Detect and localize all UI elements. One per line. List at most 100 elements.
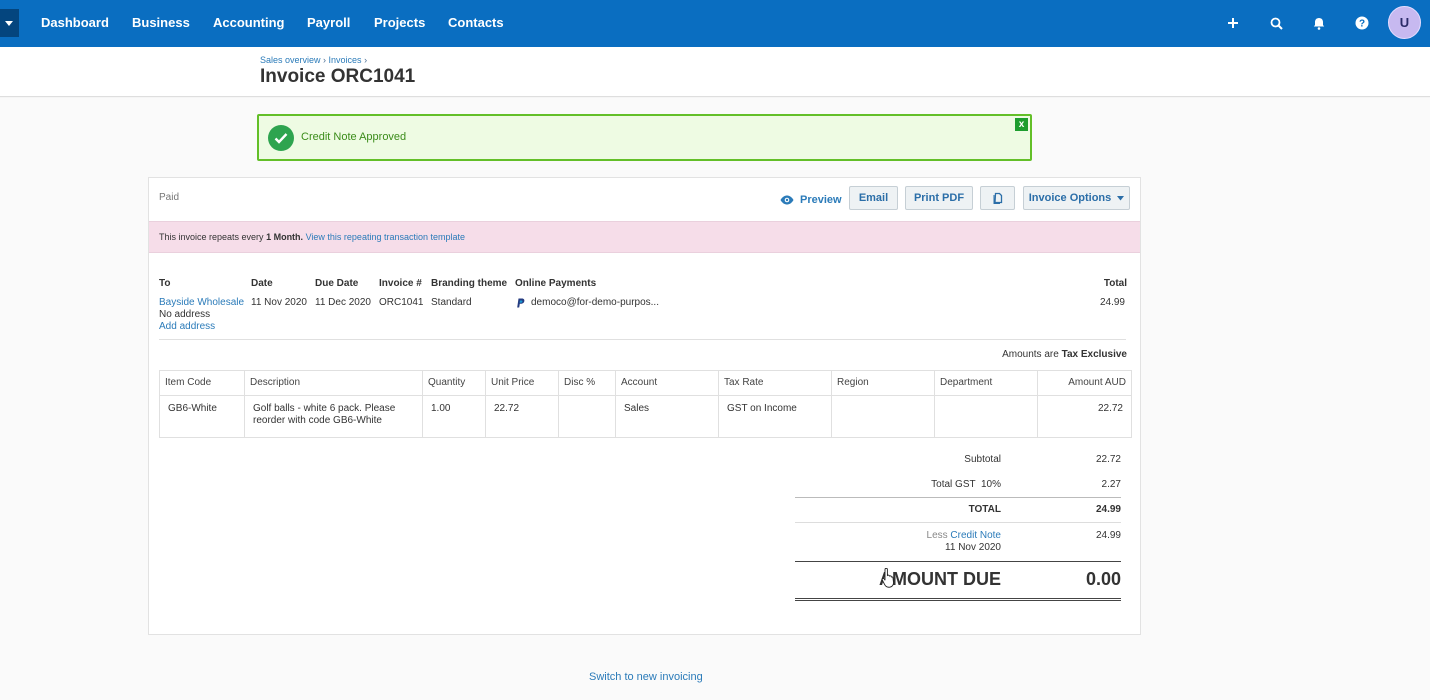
top-nav: Dashboard Business Accounting Payroll Pr… (0, 0, 1430, 47)
payments-account: democo@for-demo-purpos... (531, 297, 659, 308)
subtotal-label: Subtotal (964, 454, 1001, 465)
preview-label: Preview (800, 194, 842, 206)
check-circle-icon (268, 125, 294, 151)
line-items-table: Item Code Description Quantity Unit Pric… (159, 370, 1132, 438)
email-button[interactable]: Email (849, 186, 898, 210)
breadcrumb-sales-overview[interactable]: Sales overview (260, 55, 321, 65)
col-tax-rate: Tax Rate (718, 370, 832, 396)
close-alert-icon[interactable]: x (1015, 118, 1028, 131)
totals-divider (795, 561, 1121, 562)
repeat-info-bar: This invoice repeats every 1 Month. View… (149, 221, 1140, 253)
paypal-icon (517, 298, 525, 307)
credit-note-link[interactable]: Credit Note (950, 530, 1001, 541)
nav-payroll[interactable]: Payroll (307, 15, 351, 30)
amount-due-value: 0.00 (1085, 569, 1121, 589)
menu-toggle-button[interactable] (0, 9, 19, 37)
search-icon[interactable] (1266, 13, 1286, 33)
print-pdf-button[interactable]: Print PDF (905, 186, 973, 210)
branding-theme: Standard (431, 297, 472, 308)
hand-cursor-icon (881, 568, 894, 588)
to-label: To (159, 278, 171, 289)
amounts-note-value: Tax Exclusive (1061, 349, 1127, 360)
repeat-text: This invoice repeats every (159, 232, 264, 242)
help-icon[interactable]: ? (1352, 13, 1372, 33)
repeat-template-link[interactable]: View this repeating transaction template (305, 232, 466, 242)
page-header: Sales overview › Invoices › Invoice ORC1… (0, 47, 1430, 97)
preview-button[interactable]: Preview (780, 191, 842, 209)
amounts-tax-note: Amounts are Tax Exclusive (1002, 349, 1127, 360)
gst-value: 2.27 (1101, 479, 1121, 490)
totals-divider (795, 522, 1121, 523)
amounts-note-prefix: Amounts are (1002, 349, 1059, 360)
switch-to-new-invoicing-link[interactable]: Switch to new invoicing (589, 671, 703, 683)
table-row[interactable]: GB6-White Golf balls - white 6 pack. Ple… (159, 395, 1132, 438)
bell-icon[interactable] (1309, 13, 1329, 33)
total-row-value: 24.99 (1095, 504, 1121, 515)
user-avatar[interactable]: U (1388, 6, 1421, 39)
alert-message: Credit Note Approved (301, 131, 407, 143)
cell-item-code: GB6-White (159, 395, 245, 438)
date-label: Date (251, 278, 273, 289)
invoice-options-button[interactable]: Invoice Options (1023, 186, 1130, 210)
cell-unit-price: 22.72 (485, 395, 559, 438)
nav-projects[interactable]: Projects (374, 15, 426, 30)
invoice-number-label: Invoice # (379, 278, 422, 289)
caret-down-icon (5, 21, 13, 26)
cell-region (831, 395, 935, 438)
invoice-total: 24.99 (1099, 297, 1125, 308)
col-amount: Amount AUD (1037, 370, 1132, 396)
due-date-label: Due Date (315, 278, 359, 289)
total-row-label: TOTAL (968, 504, 1001, 515)
cell-disc (558, 395, 616, 438)
contact-link[interactable]: Bayside Wholesale (159, 297, 245, 308)
branding-theme-label: Branding theme (431, 278, 508, 289)
due-date: 11 Dec 2020 (315, 297, 371, 308)
description-line-2: reorder with code GB6-White (253, 415, 382, 426)
success-alert: Credit Note Approved x (257, 114, 1032, 161)
nav-business[interactable]: Business (132, 15, 190, 30)
status-label: Paid (159, 192, 180, 203)
col-item-code: Item Code (159, 370, 245, 396)
col-unit-price: Unit Price (485, 370, 559, 396)
cell-quantity: 1.00 (422, 395, 486, 438)
cell-account: Sales (615, 395, 719, 438)
invoice-options-label: Invoice Options (1028, 192, 1112, 204)
col-department: Department (934, 370, 1038, 396)
copy-icon (993, 192, 1002, 204)
nav-contacts[interactable]: Contacts (448, 15, 504, 30)
add-address-link[interactable]: Add address (159, 321, 216, 332)
copy-button[interactable] (980, 186, 1015, 210)
subtotal-value: 22.72 (1095, 454, 1121, 465)
invoice-panel: Paid Preview Email Print PDF Invoice Opt… (148, 177, 1141, 635)
amount-due-double-rule (795, 598, 1121, 601)
page-title: Invoice ORC1041 (260, 66, 416, 87)
svg-text:?: ? (1359, 19, 1365, 30)
credit-note-amount[interactable]: 24.99 (1095, 530, 1121, 541)
credit-note-row: Less Credit Note (927, 530, 1001, 541)
description-line-1: Golf balls - white 6 pack. Please (253, 403, 396, 414)
credit-note-date: 11 Nov 2020 (945, 542, 1001, 553)
cell-department (934, 395, 1038, 438)
col-disc: Disc % (558, 370, 616, 396)
online-payments: democo@for-demo-purpos... (517, 297, 659, 308)
col-region: Region (831, 370, 935, 396)
breadcrumb: Sales overview › Invoices › (260, 55, 368, 65)
repeat-frequency: 1 Month. (266, 232, 304, 242)
chevron-down-icon (1117, 195, 1125, 200)
nav-accounting[interactable]: Accounting (213, 15, 285, 30)
less-label: Less (926, 530, 948, 541)
col-quantity: Quantity (422, 370, 486, 396)
breadcrumb-invoices[interactable]: Invoices (328, 55, 362, 65)
invoice-date: 11 Nov 2020 (251, 297, 307, 308)
amount-due-label: AMOUNT DUE (879, 569, 1001, 589)
totals-divider (795, 497, 1121, 498)
divider (159, 339, 1126, 340)
total-label: Total (1103, 278, 1127, 289)
nav-dashboard[interactable]: Dashboard (41, 15, 109, 30)
plus-icon[interactable] (1223, 13, 1243, 33)
cell-amount: 22.72 (1037, 395, 1132, 438)
col-account: Account (615, 370, 719, 396)
online-payments-label: Online Payments (515, 278, 597, 289)
eye-icon (780, 195, 794, 205)
cell-tax-rate: GST on Income (718, 395, 832, 438)
